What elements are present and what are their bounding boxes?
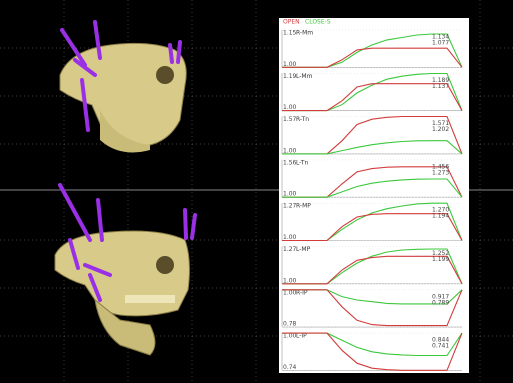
y-tick-label: 1.19 bbox=[283, 73, 297, 80]
y-tick-label: 0.78 bbox=[283, 321, 297, 328]
end-value-label: 1.194 bbox=[432, 213, 449, 220]
chart-title: R-Tn bbox=[296, 116, 309, 123]
screen: OPEN CLOSE-S 1.001.15R-Mm1.1341.0771.001… bbox=[0, 0, 513, 383]
end-value-label: 1.199 bbox=[432, 256, 449, 263]
end-value-label: 0.789 bbox=[432, 299, 449, 306]
chart-title: L-MP bbox=[296, 246, 311, 253]
y-tick-label: 0.74 bbox=[283, 364, 297, 371]
end-value-label: 1.202 bbox=[432, 126, 449, 133]
y-tick-label: 1.57 bbox=[283, 116, 297, 123]
y-tick-label: 1.15 bbox=[283, 30, 297, 37]
y-tick-label: 1.27 bbox=[283, 203, 297, 210]
chart-title: R-Mm bbox=[296, 30, 313, 37]
chart-title: L-Tn bbox=[296, 159, 309, 166]
page: {"legend": ["OPEN", "CLOSE-S"], "chart_d… bbox=[0, 0, 513, 383]
end-value-label: 1.137 bbox=[432, 83, 449, 90]
y-tick-label: 1.56 bbox=[283, 159, 297, 166]
legend-close: CLOSE-S bbox=[305, 19, 331, 26]
end-value-label: 0.741 bbox=[432, 343, 449, 350]
chart-title: R-MP bbox=[296, 203, 311, 210]
end-value-label: 1.077 bbox=[432, 40, 449, 47]
graph-panel bbox=[279, 18, 469, 373]
legend-open: OPEN bbox=[283, 19, 300, 26]
end-value-label: 1.273 bbox=[432, 169, 449, 176]
chart-title: L-Mm bbox=[296, 73, 313, 80]
y-tick-label: 1.27 bbox=[283, 246, 297, 253]
